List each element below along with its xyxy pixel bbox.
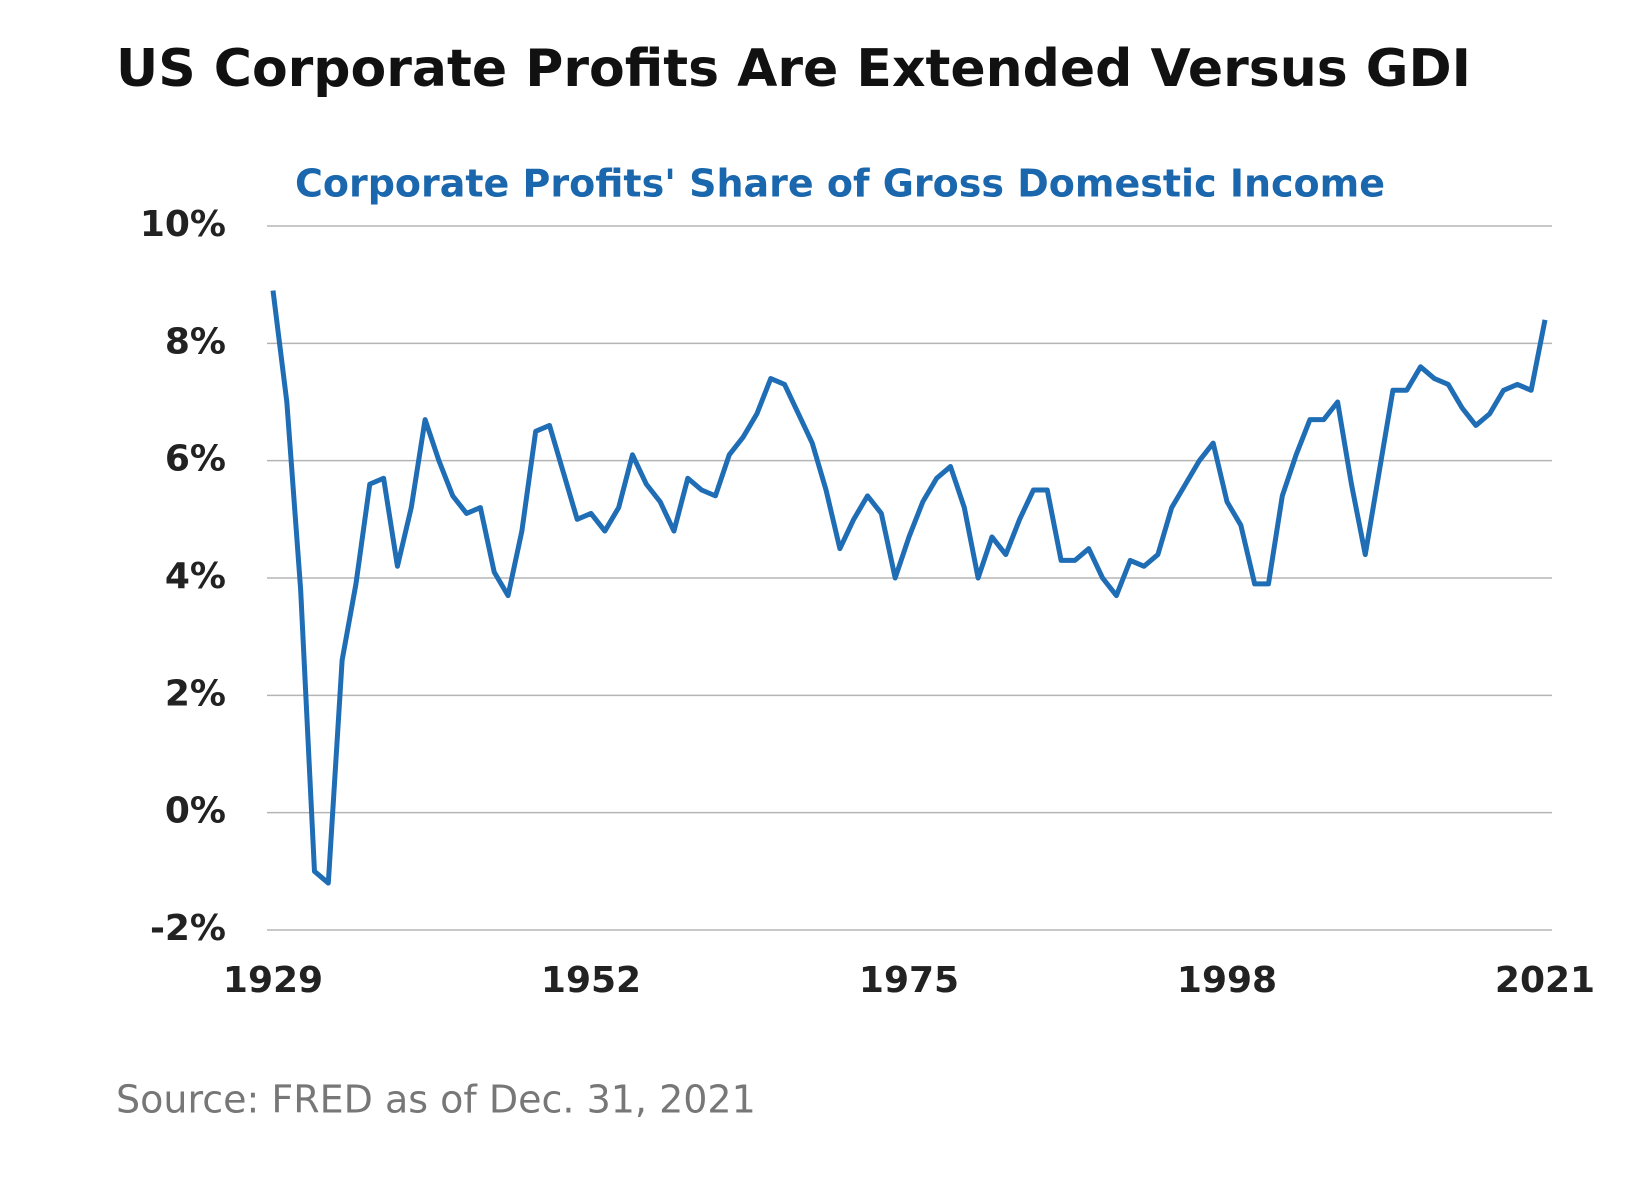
chart-subtitle: Corporate Profits' Share of Gross Domest… [295, 162, 1385, 206]
chart-title: US Corporate Profits Are Extended Versus… [116, 39, 1471, 99]
y-tick-label: 6% [165, 439, 226, 480]
y-tick-label: 0% [165, 791, 226, 832]
x-tick-label: 1929 [223, 960, 323, 1001]
source-note: Source: FRED as of Dec. 31, 2021 [116, 1078, 756, 1122]
y-tick-label: 10% [140, 204, 226, 245]
x-tick-label: 1998 [1177, 960, 1277, 1001]
y-tick-label: 8% [165, 321, 226, 362]
y-tick-label: -2% [150, 908, 226, 949]
x-tick-label: 2021 [1495, 960, 1595, 1001]
x-tick-label: 1975 [859, 960, 959, 1001]
x-tick-label: 1952 [541, 960, 641, 1001]
y-tick-label: 4% [165, 556, 226, 597]
data-line [270, 290, 1548, 886]
y-tick-label: 2% [165, 673, 226, 714]
